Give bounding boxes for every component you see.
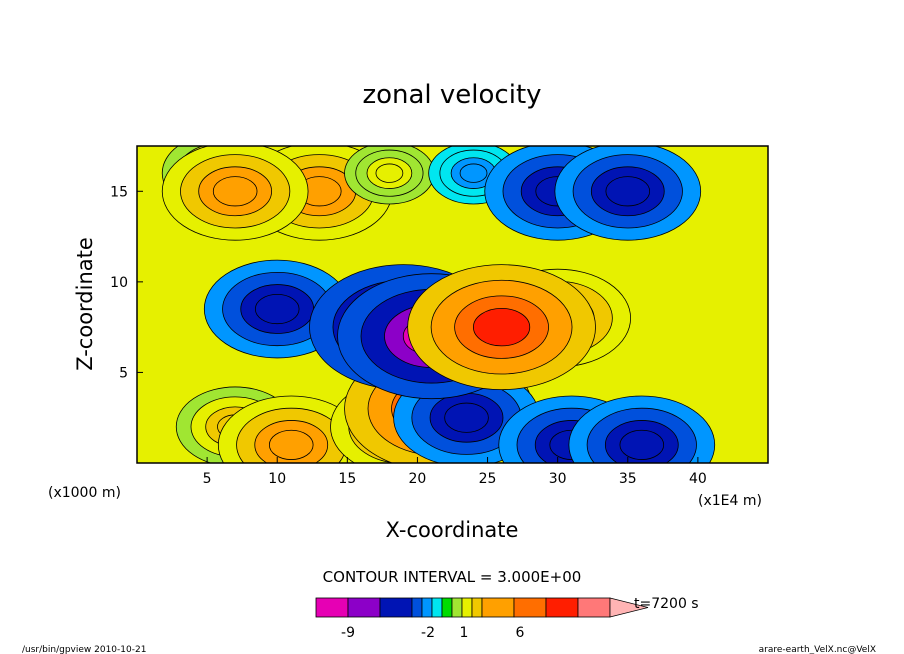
colorbar-swatch-5 — [431, 597, 443, 618]
contour-interval-label: CONTOUR INTERVAL = 3.000E+00 — [323, 568, 582, 586]
colorbar-swatch-10 — [481, 597, 515, 618]
colorbar-label-3: 6 — [516, 625, 525, 641]
y-axis-label: Z-coordinate — [73, 237, 97, 371]
colorbar-label-0: -9 — [341, 625, 355, 641]
colorbar-label-2: 1 — [460, 625, 469, 641]
colorbar: -9 -2 1 6 — [315, 597, 649, 641]
chart-title: zonal velocity — [362, 80, 541, 110]
contour-region-12-level-3 — [472, 307, 531, 347]
y-axis-ticks: 5 10 15 — [110, 184, 143, 381]
contour-region-19-level-3 — [605, 176, 651, 207]
colorbar-swatch-3 — [411, 597, 423, 618]
colorbar-label-1: -2 — [421, 625, 435, 641]
x-tick-label-15: 15 — [338, 471, 356, 487]
footer-left: /usr/bin/gpview 2010-10-21 — [22, 645, 146, 654]
x-tick-label-10: 10 — [268, 471, 286, 487]
colorbar-swatch-8 — [461, 597, 473, 618]
footer-right: arare-earth_VelX.nc@VelX — [759, 645, 876, 654]
colorbar-swatch-6 — [441, 597, 453, 618]
colorbar-extend-arrow — [609, 597, 649, 618]
x-tick-label-35: 35 — [619, 471, 637, 487]
x-tick-label-20: 20 — [409, 471, 427, 487]
contour-region-15-level-3 — [212, 176, 258, 207]
x-scale-note: (x1E4 m) — [698, 493, 762, 509]
contour-region-7-level-3 — [254, 293, 300, 325]
colorbar-swatch-9 — [471, 597, 483, 618]
colorbar-swatch-2 — [379, 597, 413, 618]
y-tick-label-15: 15 — [110, 184, 128, 200]
contour-region-6-level-3 — [619, 429, 665, 460]
plot-frame — [136, 145, 769, 464]
y-tick-label-5: 5 — [119, 365, 128, 381]
contour-region-4-level-3 — [444, 402, 489, 433]
x-tick-label-40: 40 — [689, 471, 707, 487]
colorbar-swatch-7 — [451, 597, 463, 618]
x-tick-label-30: 30 — [549, 471, 567, 487]
colorbar-swatch-11 — [513, 597, 547, 618]
contour-fill-layer — [161, 146, 716, 463]
time-label: t=7200 s — [634, 596, 699, 612]
colorbar-swatch-12 — [545, 597, 579, 618]
colorbar-swatch-1 — [347, 597, 381, 618]
contour-region-16-level-3 — [375, 163, 404, 183]
plot-area — [136, 145, 769, 464]
x-axis-ticks: 5 10 15 20 25 30 35 40 — [203, 457, 707, 487]
x-unit-label: (x1000 m) — [48, 485, 121, 501]
colorbar-swatch-4 — [421, 597, 433, 618]
y-tick-label-10: 10 — [110, 275, 128, 291]
x-tick-label-25: 25 — [479, 471, 497, 487]
x-axis-label: X-coordinate — [386, 518, 519, 542]
colorbar-swatch-13 — [577, 597, 611, 618]
contour-region-17-level-3 — [459, 163, 488, 183]
contour-region-1-level-3 — [268, 429, 314, 460]
x-tick-label-5: 5 — [203, 471, 212, 487]
colorbar-swatch-0 — [315, 597, 349, 618]
